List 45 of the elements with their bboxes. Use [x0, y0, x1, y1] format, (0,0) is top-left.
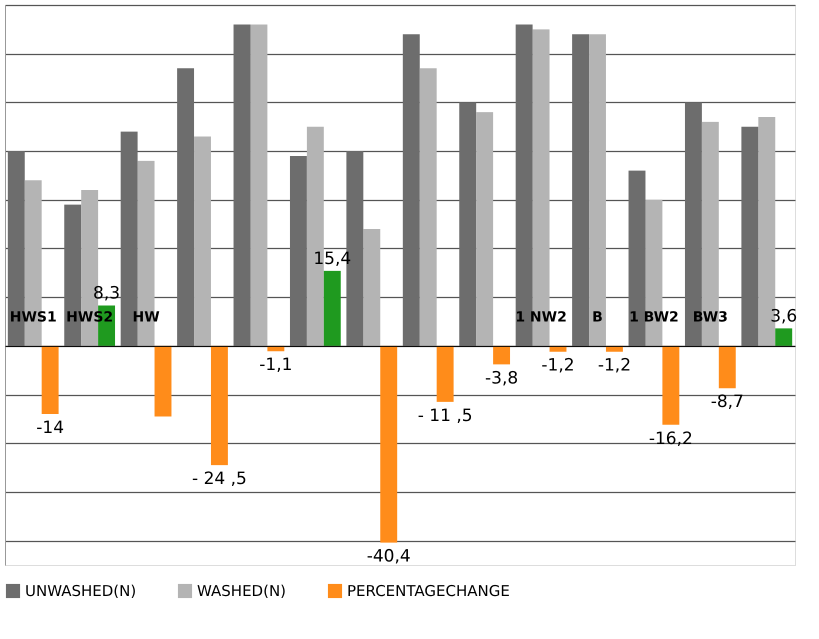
data-label: -1,2 [541, 356, 575, 376]
bar [194, 136, 211, 346]
bar [572, 34, 590, 346]
legend-label: WASHED(N) [197, 582, 286, 600]
x-tick-label: HW [132, 309, 160, 326]
bar [177, 68, 194, 346]
bar [42, 346, 59, 414]
bar [154, 346, 172, 416]
bar [493, 346, 510, 364]
legend-label: PERCENTAGECHANGE [347, 582, 510, 600]
data-label: -40,4 [366, 546, 411, 567]
x-tick-label: BW3 [692, 309, 728, 326]
bar [662, 346, 680, 425]
bar [363, 229, 380, 346]
x-tick-label: 1 BW2 [629, 309, 679, 326]
bar [420, 68, 437, 346]
x-tick-label: B [592, 309, 603, 326]
bar [516, 24, 533, 346]
bar [775, 328, 792, 346]
bar [741, 126, 758, 346]
bar [290, 156, 307, 346]
data-label: - 24 ,5 [192, 469, 247, 490]
x-tick-label: HWS2 [66, 309, 114, 326]
bar [250, 24, 268, 346]
x-tick-label: HWS1 [10, 309, 57, 326]
legend-label: UNWASHED(N) [25, 582, 136, 600]
data-label: -1,2 [598, 356, 632, 376]
data-label: -3,8 [484, 368, 518, 388]
data-label: -1,1 [259, 355, 292, 376]
bar [210, 346, 228, 466]
bar [324, 270, 341, 346]
bar [402, 34, 420, 346]
bar [436, 346, 454, 402]
x-tick-label: 1 NW2 [515, 309, 567, 326]
data-label: - 11 ,5 [418, 406, 473, 426]
data-label: -8,7 [710, 392, 744, 412]
bar [234, 24, 250, 346]
bar [476, 112, 494, 346]
bar [380, 346, 398, 543]
bar [589, 34, 606, 346]
bar [459, 102, 476, 346]
data-label: -14 [36, 418, 64, 438]
bar [628, 170, 646, 346]
bar [718, 346, 736, 388]
data-label: 3,6 [770, 306, 798, 326]
